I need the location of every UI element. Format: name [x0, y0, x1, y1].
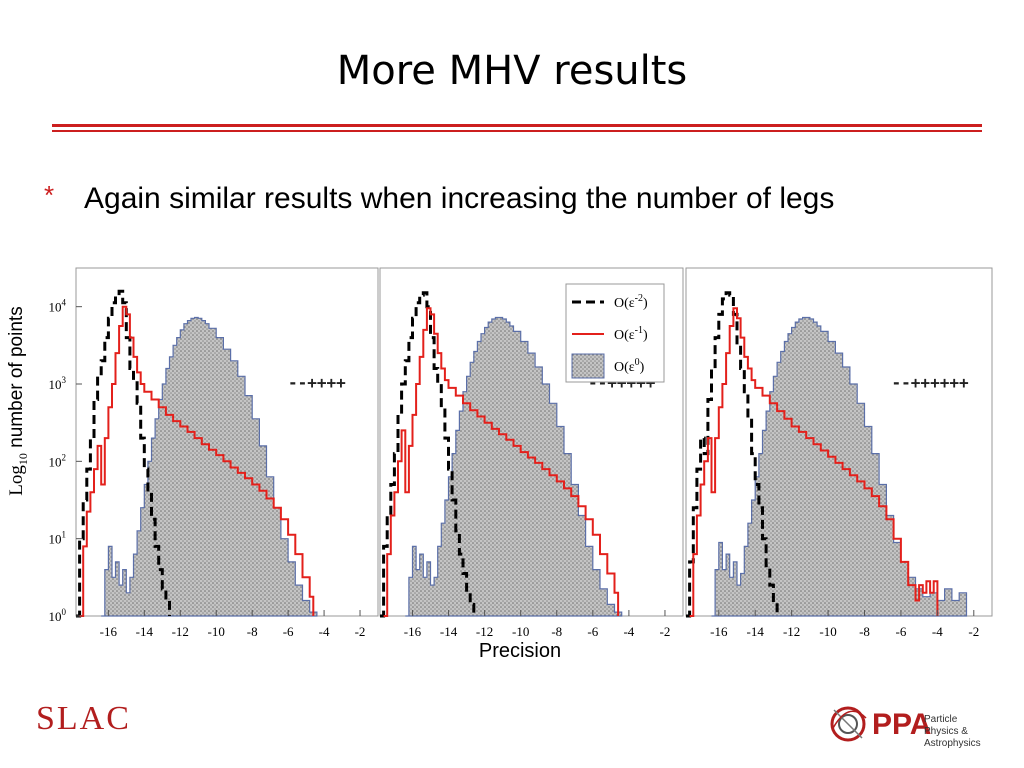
slide-title: More MHV results [336, 48, 688, 94]
y-axis-label-subscript: 10 [15, 453, 30, 466]
legend-label: O(ε-2) [614, 293, 648, 311]
legend-label: O(ε-1) [614, 325, 648, 343]
ppa-logo-emblem [830, 706, 867, 742]
x-tick-label: -8 [859, 624, 870, 638]
bullet-text: Again similar results when increasing th… [84, 182, 835, 215]
x-tick-label: -4 [319, 624, 330, 638]
series-o-eps-2 [76, 289, 171, 618]
bullet-marker: * [44, 180, 55, 210]
x-axis-label: Precision [478, 640, 562, 662]
panel-label: --++++ [288, 373, 346, 392]
x-tick-label: -10 [512, 624, 529, 638]
legend: O(ε-2) O(ε-1) O(ε0) [565, 283, 665, 383]
x-tick-label: -14 [440, 624, 458, 638]
slac-logo: SLAC [36, 700, 131, 737]
x-tick-label: -4 [932, 624, 943, 638]
x-tick-label: -16 [404, 624, 422, 638]
y-axis-label-log: Log [6, 465, 27, 496]
panel-label: --++++++ [892, 373, 969, 392]
legend-label: O(ε0) [614, 357, 645, 375]
x-tick-label: -6 [896, 624, 907, 638]
y-tick-label: 102 [49, 452, 67, 469]
x-tick-label: -6 [283, 624, 294, 638]
x-tick-label: -12 [172, 624, 189, 638]
title-divider-bottom [52, 130, 982, 132]
series-o-eps-1 [689, 307, 939, 617]
x-tick-label: -10 [819, 624, 836, 638]
y-tick-label: 104 [49, 298, 67, 315]
series-o-eps0 [711, 316, 968, 617]
y-tick-label: 103 [49, 375, 67, 392]
series-o-eps-2 [380, 291, 476, 618]
series-o-eps-2 [686, 291, 779, 618]
x-tick-label: -4 [623, 624, 634, 638]
ppa-logo-subtitle: Particle Physics & Astrophysics [924, 714, 981, 749]
chart-panel-1: -16 -14 -12 -10 -8 -6 -4 -2 --++++ 100 101 102 103 10… [49, 267, 379, 638]
x-tick-label: -2 [660, 624, 671, 638]
histogram-chart: -16 -14 -12 -10 -8 -6 -4 -2 --++++ 100 101 102 103 10… [49, 267, 993, 638]
series-o-eps0 [101, 316, 318, 617]
series-o-eps-1 [79, 305, 315, 617]
x-tick-label: -6 [587, 624, 598, 638]
y-axis-label-text: number of points [6, 306, 27, 454]
y-tick-label: 101 [49, 530, 67, 547]
ppa-logo-text: PPA [872, 708, 932, 741]
legend-swatch-o-eps0 [571, 353, 605, 379]
y-tick-label: 100 [49, 607, 67, 624]
x-tick-label: -12 [476, 624, 493, 638]
x-tick-label: -2 [355, 624, 366, 638]
x-tick-label: -16 [100, 624, 118, 638]
x-tick-label: -8 [551, 624, 562, 638]
chart-panel-3: -16 -14 -12 -10 -8 -6 -4 -2 --++++++ [685, 267, 993, 638]
y-axis-label: Log10 number of points [6, 236, 42, 566]
x-tick-label: -12 [783, 624, 800, 638]
x-tick-label: -2 [968, 624, 979, 638]
x-tick-label: -8 [247, 624, 258, 638]
x-tick-label: -10 [208, 624, 225, 638]
x-tick-label: -16 [710, 624, 728, 638]
x-tick-label: -14 [136, 624, 154, 638]
series-o-eps-1 [383, 307, 620, 617]
title-divider-top [52, 124, 982, 127]
x-tick-label: -14 [747, 624, 765, 638]
